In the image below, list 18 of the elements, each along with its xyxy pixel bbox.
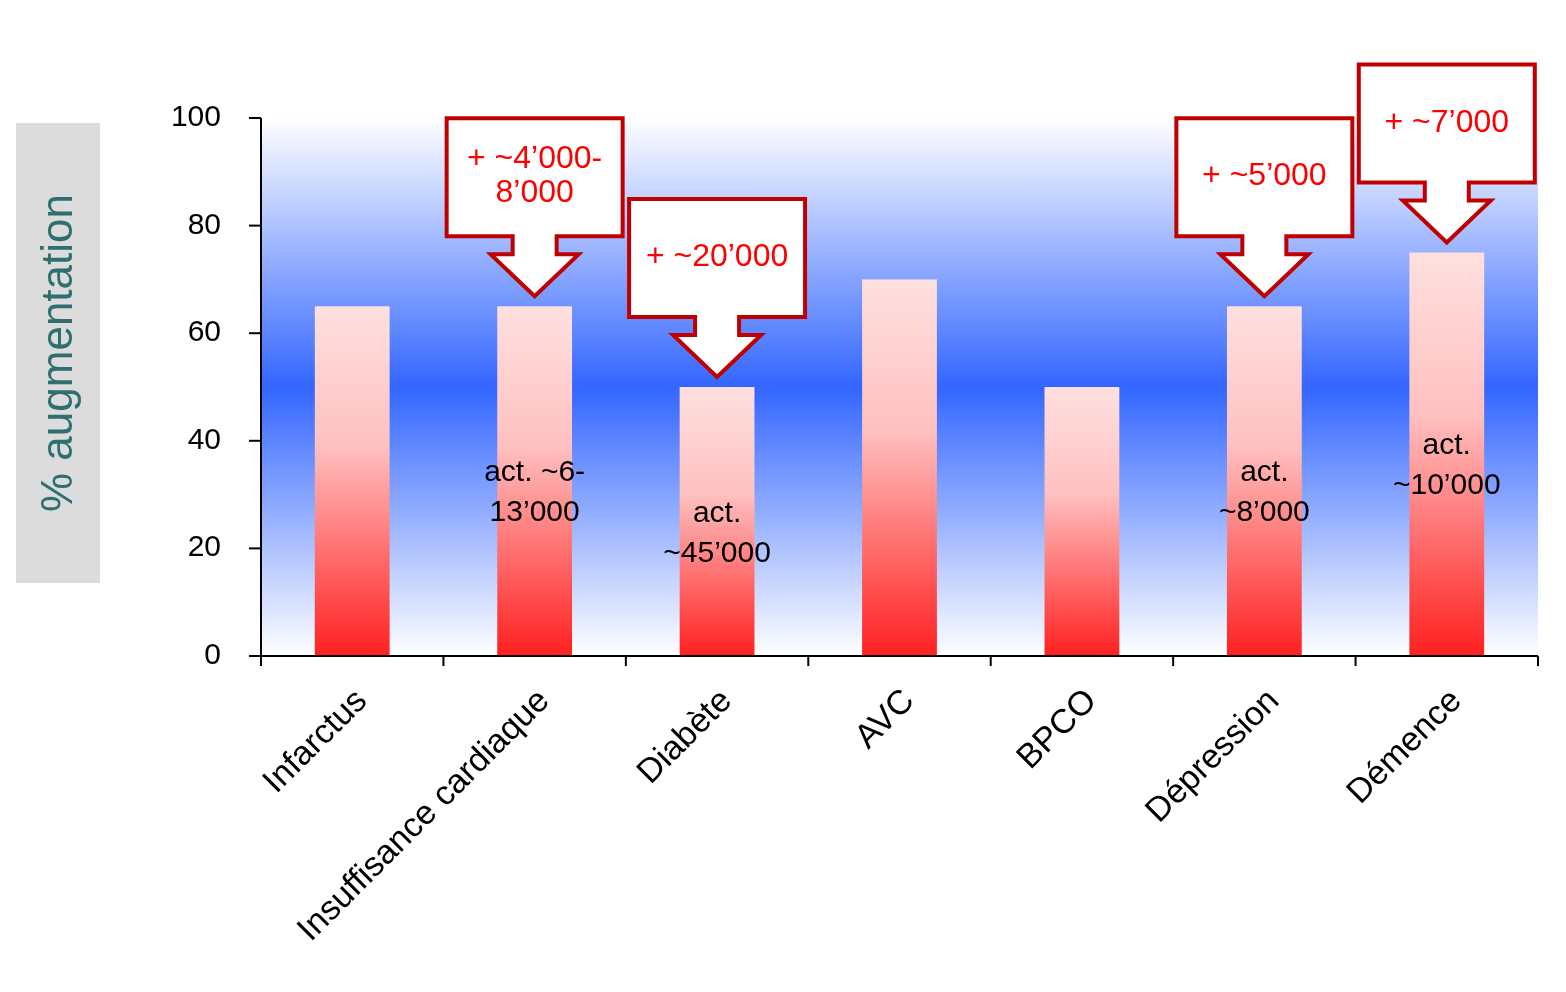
bar: [1044, 387, 1120, 656]
y-tick-label: 20: [187, 529, 221, 563]
y-tick-label: 0: [204, 636, 221, 670]
annotation: act. ~6-13’000: [484, 454, 586, 528]
y-axis-title: % augmentation: [31, 194, 81, 512]
bar: [862, 279, 937, 656]
annotation: + ~4’000-8’000: [467, 139, 603, 210]
annotation: act. ~8’000: [1218, 454, 1310, 528]
y-tick-label: 80: [187, 206, 221, 240]
annotation: + ~20’000: [645, 237, 789, 274]
annotation: + ~7’000: [1384, 102, 1510, 139]
y-tick-label: 100: [170, 98, 221, 132]
annotation: + ~5’000: [1202, 156, 1327, 193]
annotation: act. ~45’000: [663, 494, 771, 568]
y-tick-label: 40: [187, 421, 221, 455]
annotation: act. ~10’000: [1392, 427, 1501, 501]
y-tick-label: 60: [187, 314, 221, 348]
bar: [314, 306, 390, 656]
